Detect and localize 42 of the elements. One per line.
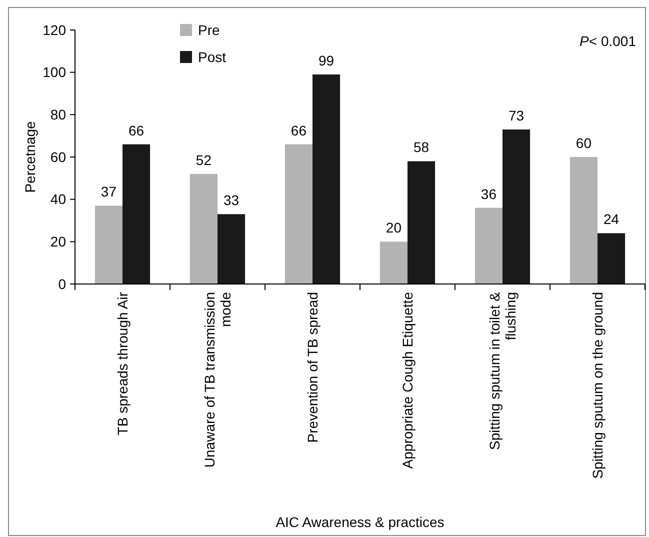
x-tick-label: Spitting sputum on the ground: [589, 292, 606, 479]
bar: [122, 144, 150, 284]
y-tick-label: 20: [50, 234, 66, 250]
bar: [190, 174, 218, 284]
x-tick-label: TB spreads through Air: [114, 292, 130, 436]
x-tick-label: Spitting sputum in toilet & flushing: [486, 291, 518, 450]
legend-label: Pre: [198, 22, 220, 38]
bar: [218, 214, 246, 284]
data-label: 24: [603, 211, 620, 228]
y-axis-title: Percetnage: [22, 120, 38, 193]
data-label: 36: [480, 186, 497, 202]
data-label: 73: [508, 107, 524, 124]
y-tick-label: 0: [58, 276, 66, 292]
y-tick-label: 100: [42, 64, 66, 80]
bar: [284, 144, 312, 284]
data-label: 20: [386, 220, 402, 236]
bar: [570, 157, 598, 284]
legend-label: Post: [198, 48, 226, 65]
y-tick-label: 80: [50, 106, 66, 123]
data-label: 99: [318, 52, 334, 68]
x-tick-label: Appropriate Cough Etiquette: [399, 292, 416, 469]
x-tick-label: Unaware of TB transmission mode: [201, 292, 234, 468]
data-label: 60: [576, 135, 592, 151]
annotation: P< 0.001: [580, 33, 636, 49]
bar: [474, 208, 502, 284]
x-tick-label: Prevention of TB spread: [304, 292, 320, 443]
y-tick-label: 40: [50, 191, 66, 208]
bar: [502, 129, 530, 284]
bar: [380, 242, 408, 284]
y-tick-label: 120: [42, 22, 66, 38]
data-label: 66: [128, 122, 144, 138]
y-tick-label: 60: [50, 148, 66, 165]
data-label: 52: [196, 152, 212, 168]
data-label: 37: [100, 184, 117, 200]
bar: [408, 161, 436, 284]
data-label: 58: [413, 139, 430, 156]
data-label: 33: [223, 192, 240, 208]
x-axis-title: AIC Awareness & practices: [276, 514, 444, 530]
bar: [598, 233, 626, 284]
data-label: 66: [290, 122, 307, 138]
bar: [94, 206, 122, 284]
bar: [312, 74, 340, 284]
